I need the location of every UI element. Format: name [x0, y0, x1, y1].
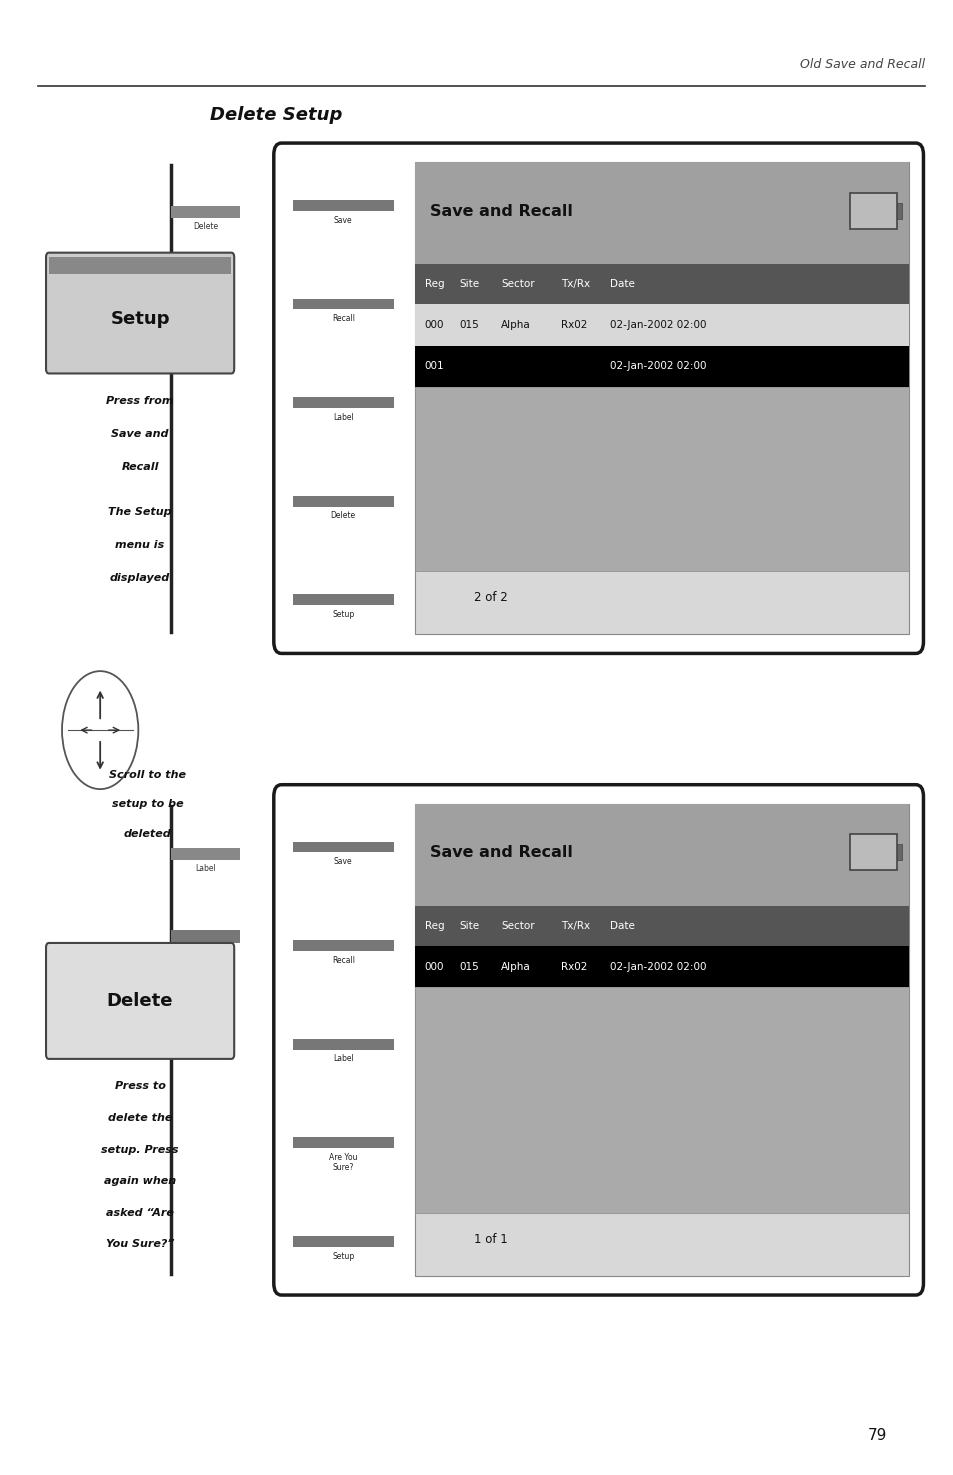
Text: setup. Press: setup. Press — [101, 1145, 178, 1155]
Text: Recall: Recall — [121, 462, 159, 472]
Text: Save and: Save and — [112, 429, 169, 440]
Text: delete the: delete the — [108, 1112, 172, 1122]
Text: 2 of 2: 2 of 2 — [474, 591, 507, 605]
Text: Label: Label — [333, 413, 354, 422]
FancyBboxPatch shape — [274, 785, 923, 1295]
Text: Press to: Press to — [114, 1081, 166, 1092]
Bar — [293, 496, 394, 506]
Text: Recall: Recall — [332, 314, 355, 323]
Text: displayed: displayed — [110, 574, 170, 584]
Text: Rx02: Rx02 — [560, 320, 586, 330]
FancyBboxPatch shape — [46, 252, 233, 373]
Bar — [293, 1236, 394, 1246]
Bar — [896, 845, 901, 860]
Bar — [172, 931, 240, 943]
Text: asked “Are: asked “Are — [106, 1208, 173, 1218]
Text: 02-Jan-2002 02:00: 02-Jan-2002 02:00 — [610, 361, 706, 372]
Bar — [293, 594, 394, 605]
Text: 1 of 1: 1 of 1 — [474, 1233, 507, 1246]
Text: Save and Recall: Save and Recall — [429, 845, 572, 860]
Bar — [849, 835, 896, 870]
FancyBboxPatch shape — [46, 943, 233, 1059]
Text: Save and Recall: Save and Recall — [429, 204, 572, 218]
Bar — [293, 299, 394, 310]
Bar — [415, 906, 908, 945]
Bar — [415, 386, 908, 571]
Text: Date: Date — [610, 279, 635, 289]
Bar — [415, 987, 908, 1212]
Text: Sector: Sector — [500, 920, 535, 931]
Bar — [896, 204, 901, 218]
Text: Setup: Setup — [332, 611, 354, 620]
Text: Label: Label — [195, 864, 215, 873]
Bar — [293, 397, 394, 409]
Text: Date: Date — [610, 920, 635, 931]
Text: The Setup: The Setup — [109, 507, 172, 518]
Text: Press from: Press from — [106, 395, 173, 406]
Text: Save: Save — [334, 215, 353, 224]
Bar — [49, 257, 231, 274]
Text: Old Save and Recall: Old Save and Recall — [800, 58, 924, 71]
Bar — [849, 193, 896, 229]
Text: menu is: menu is — [115, 540, 165, 550]
Text: Alpha: Alpha — [500, 962, 531, 972]
Text: Sector: Sector — [500, 279, 535, 289]
Text: Rx02: Rx02 — [560, 962, 586, 972]
Bar — [415, 162, 908, 264]
Text: Reg: Reg — [424, 920, 444, 931]
Text: Delete: Delete — [331, 512, 355, 521]
Text: again when: again when — [104, 1176, 176, 1186]
Bar — [172, 848, 240, 860]
Bar — [293, 941, 394, 951]
Text: 02-Jan-2002 02:00: 02-Jan-2002 02:00 — [610, 320, 706, 330]
Text: Delete: Delete — [193, 223, 218, 232]
Bar — [293, 201, 394, 211]
Bar — [415, 804, 908, 1276]
Text: Label: Label — [333, 1055, 354, 1063]
Text: 015: 015 — [458, 320, 478, 330]
Text: 000: 000 — [424, 962, 443, 972]
Text: 000: 000 — [424, 320, 443, 330]
Text: Are You
Sure?: Are You Sure? — [329, 1153, 357, 1173]
Text: Save: Save — [334, 857, 353, 866]
Text: 001: 001 — [424, 361, 444, 372]
Text: Setup: Setup — [111, 310, 170, 327]
Text: Setup: Setup — [332, 1252, 354, 1261]
Bar — [415, 945, 908, 987]
Text: Recall: Recall — [332, 956, 355, 965]
Text: Alpha: Alpha — [500, 320, 531, 330]
Bar — [293, 842, 394, 853]
Text: Site: Site — [458, 920, 478, 931]
Bar — [293, 1038, 394, 1050]
Text: Delete Setup: Delete Setup — [210, 106, 342, 124]
Bar — [172, 207, 240, 218]
Text: 79: 79 — [867, 1428, 886, 1443]
Text: Tx/Rx: Tx/Rx — [560, 920, 589, 931]
FancyBboxPatch shape — [274, 143, 923, 653]
Text: Scroll to the: Scroll to the — [110, 770, 186, 780]
Text: Reg: Reg — [424, 279, 444, 289]
Bar — [415, 264, 908, 304]
Text: Delete: Delete — [107, 991, 173, 1010]
Bar — [415, 804, 908, 906]
Text: Tx/Rx: Tx/Rx — [560, 279, 589, 289]
Text: 02-Jan-2002 02:00: 02-Jan-2002 02:00 — [610, 962, 706, 972]
Bar — [415, 345, 908, 386]
Text: You Sure?”: You Sure?” — [106, 1239, 174, 1249]
Text: setup to be: setup to be — [112, 799, 184, 810]
Text: Site: Site — [458, 279, 478, 289]
Bar — [293, 1137, 394, 1148]
Bar — [415, 162, 908, 634]
Text: 015: 015 — [458, 962, 478, 972]
Text: deleted: deleted — [124, 829, 172, 839]
Bar — [415, 304, 908, 345]
